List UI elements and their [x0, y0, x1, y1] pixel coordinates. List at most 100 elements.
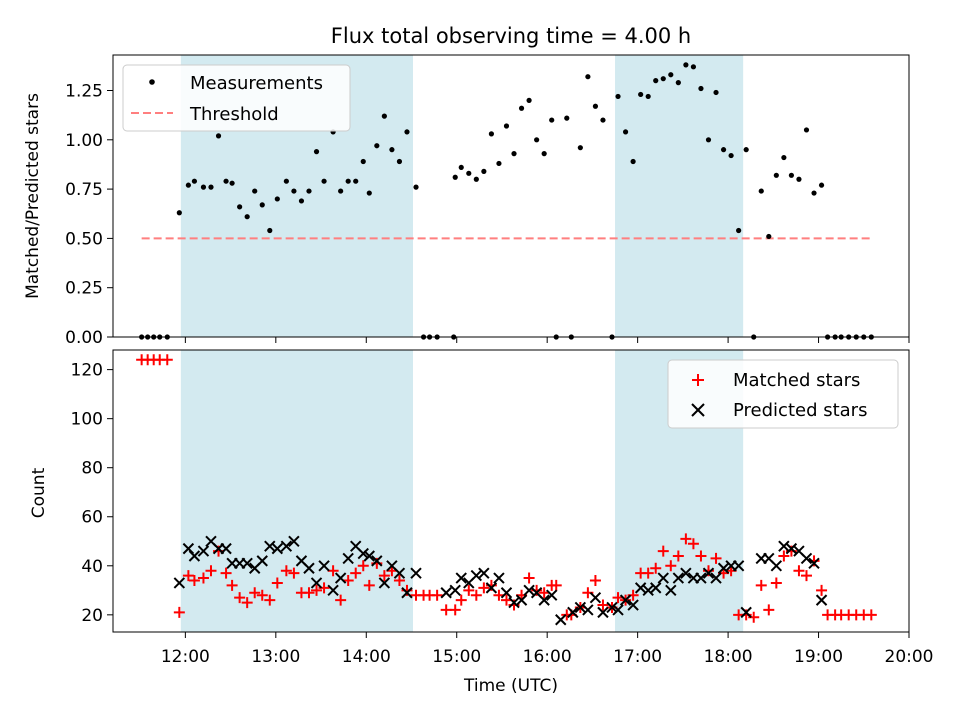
- bottom-predicted-point-80: [815, 594, 828, 606]
- legend-threshold-label: Threshold: [189, 104, 279, 125]
- top-measurement-point-5: [176, 210, 182, 216]
- bottom-predicted-point-79: [808, 557, 820, 570]
- top-y-axis-label: Matched/Predicted stars: [23, 93, 43, 299]
- top-measurement-point-53: [541, 151, 547, 157]
- legend-predicted-label: Predicted stars: [733, 400, 867, 421]
- bottom-predicted-point-6: [220, 542, 232, 555]
- bottom-predicted-point-57: [634, 582, 647, 594]
- bottom-predicted-point-56: [627, 599, 639, 611]
- top-measurement-point-83: [766, 233, 772, 240]
- top-measurement-point-77: [720, 147, 727, 153]
- top-measurement-point-44: [473, 176, 479, 182]
- top-measurement-point-78: [728, 152, 734, 159]
- top-measurement-point-72: [683, 62, 689, 68]
- bottom-y-ticks: 20 40 60 80 100 120: [71, 361, 113, 626]
- bottom-matched-point-67: [642, 567, 654, 579]
- bottom-predicted-point-71: [740, 606, 752, 619]
- top-y-tick-label-2: 0.50: [65, 229, 103, 249]
- top-y-tick-label-5: 1.25: [65, 81, 103, 101]
- bottom-predicted-point-53: [606, 601, 618, 614]
- bottom-predicted-point-0: [173, 577, 186, 589]
- bottom-matched-point-44: [470, 589, 482, 601]
- bottom-predicted-point-31: [410, 567, 422, 579]
- bottom-plot-frame: [112, 349, 910, 633]
- bottom-predicted-point-40: [500, 587, 513, 599]
- top-measurement-point-52: [534, 137, 540, 143]
- top-measurement-point-41: [452, 174, 458, 180]
- bottom-predicted-point-2: [188, 550, 201, 562]
- top-measurement-point-87: [796, 176, 802, 182]
- bottom-predicted-point-62: [672, 572, 685, 584]
- bottom-matched-point-53: [538, 587, 550, 599]
- top-title: Flux total observing time = 4.00 h: [331, 24, 691, 48]
- top-measurement-point-31: [374, 143, 380, 149]
- top-measurement-points: [139, 62, 874, 340]
- bottom-matched-point-76: [710, 552, 722, 564]
- bottom-predicted-point-14: [280, 540, 293, 552]
- x-tick-label-6: 18:00: [704, 647, 753, 667]
- x-tick-label-1: 13:00: [251, 647, 300, 667]
- bottom-matched-point-27: [342, 575, 354, 587]
- bottom-matched-point-73: [687, 538, 699, 550]
- bottom-y-axis-label: Count: [29, 467, 49, 518]
- top-measurement-point-34: [396, 158, 403, 165]
- top-measurement-point-30: [366, 190, 372, 196]
- top-measurement-point-13: [237, 204, 243, 210]
- top-measurement-point-67: [645, 93, 651, 100]
- bottom-matched-point-41: [449, 604, 461, 616]
- bottom-matched-point-30: [363, 579, 375, 591]
- legend-matched-marker: [692, 374, 704, 386]
- top-measurement-point-15: [252, 188, 258, 194]
- top-measurement-point-85: [781, 154, 787, 161]
- top-measurement-point-66: [638, 91, 644, 98]
- top-measurement-point-18: [274, 196, 280, 202]
- top-measurement-point-58: [577, 145, 583, 151]
- top-measurement-point-80: [743, 147, 749, 153]
- top-measurement-point-86: [788, 172, 795, 178]
- top-measurement-point-49: [511, 151, 517, 157]
- top-x-ticks: [184, 337, 910, 343]
- bottom-matched-point-42: [455, 594, 467, 606]
- top-legend: Measurements Threshold: [122, 64, 351, 132]
- bottom-matched-point-8: [197, 572, 209, 584]
- bottom-matched-point-97: [865, 609, 877, 621]
- bottom-matched-point-60: [589, 575, 601, 587]
- x-tick-label-7: 19:00: [794, 647, 843, 667]
- bottom-predicted-point-27: [378, 577, 391, 589]
- top-measurement-point-74: [698, 85, 704, 92]
- top-measurement-point-14: [244, 214, 250, 220]
- bottom-x-ticks: 12:00 13:00 14:00 15:00 16:00 17:00 18:00 19:00…: [161, 632, 934, 667]
- top-measurement-point-7: [191, 178, 198, 184]
- bottom-predicted-point-45: [538, 594, 550, 606]
- bottom-predicted-point-67: [710, 572, 722, 584]
- top-measurement-point-29: [360, 158, 366, 165]
- bottom-matched-point-18: [271, 577, 283, 589]
- top-y-tick-label-1: 0.25: [65, 279, 103, 299]
- bottom-matched-point-4: [161, 354, 173, 366]
- bottom-y-tick-label-0: 20: [81, 606, 103, 626]
- top-measurement-point-28: [353, 178, 359, 184]
- bottom-predicted-point-55: [619, 594, 632, 606]
- bottom-y-tick-label-3: 80: [81, 459, 103, 479]
- top-measurement-point-84: [773, 172, 779, 178]
- top-measurement-point-48: [503, 123, 510, 129]
- top-measurement-point-45: [481, 168, 487, 174]
- bottom-predicted-point-24: [357, 547, 369, 560]
- bottom-matched-point-68: [650, 562, 662, 574]
- bottom-matched-point-85: [778, 550, 790, 562]
- legend-predicted-marker: [691, 403, 705, 417]
- bottom-matched-point-87: [793, 565, 805, 577]
- top-measurement-point-10: [215, 133, 222, 139]
- bottom-predicted-point-65: [695, 572, 707, 584]
- bottom-predicted-point-30: [401, 587, 413, 599]
- bottom-predicted-point-49: [574, 601, 587, 614]
- bottom-predicted-point-63: [680, 567, 692, 579]
- bottom-predicted-point-18: [310, 577, 323, 589]
- top-y-tick-label-3: 0.75: [65, 180, 103, 200]
- bottom-predicted-point-19: [318, 560, 330, 572]
- bottom-predicted-point-38: [485, 582, 498, 594]
- top-y-tick-label-4: 1.00: [65, 131, 103, 151]
- top-y-tick-label-0: 0.00: [65, 328, 103, 348]
- top-y-ticks: 0.00 0.25 0.50 0.75 1.00 1.25: [65, 81, 113, 348]
- top-measurement-point-51: [526, 97, 532, 103]
